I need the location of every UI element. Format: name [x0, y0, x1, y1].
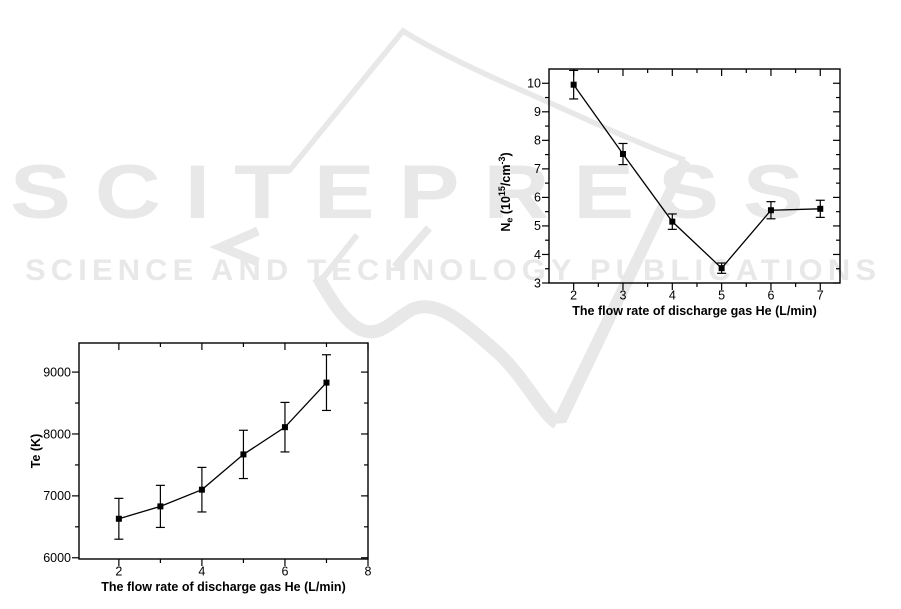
scitepress-watermark-tagline: SCIENCE AND TECHNOLOGY PUBLICATIONS: [25, 254, 882, 287]
electron-temperature-chart: 2 4 6 8 6000 7000 8000 9000 The flow rate of dis…: [20, 335, 420, 609]
y-tick-label: 8000: [43, 427, 71, 441]
error-bars: [569, 69, 825, 274]
x-tick-label: 5: [718, 289, 725, 303]
x-tick-label: 7: [817, 289, 824, 303]
data-point-marker: [115, 515, 122, 522]
data-point-marker: [817, 205, 824, 212]
y-tick-label: 9: [534, 105, 541, 119]
x-tick-label: 2: [570, 289, 577, 303]
x-tick-label: 4: [669, 289, 676, 303]
y-tick-label: 7: [534, 162, 541, 176]
y-tick-label: 8: [534, 134, 541, 148]
scitepress-watermark-text: SCITEPRESS: [10, 150, 828, 235]
data-point-marker: [281, 424, 288, 431]
data-point-marker: [157, 503, 164, 510]
data-point-marker: [240, 451, 247, 458]
axis-tick-labels: 2 4 6 8 6000 7000 8000 9000: [43, 365, 371, 578]
data-point-marker: [767, 207, 774, 214]
data-point-marker: [619, 151, 626, 158]
x-tick-label: 8: [365, 565, 372, 579]
data-point-marker: [570, 81, 577, 88]
y-tick-label: 6: [534, 191, 541, 205]
data-line: [573, 84, 821, 270]
x-tick-label: 6: [281, 565, 288, 579]
x-axis-label: The flow rate of discharge gas He (L/min…: [572, 304, 816, 318]
y-tick-label: 10: [527, 77, 541, 91]
x-tick-label: 6: [767, 289, 774, 303]
data-markers: [570, 81, 824, 272]
y-tick-label: 9000: [43, 365, 71, 379]
data-point-marker: [718, 265, 725, 272]
y-axis-label: Te (K): [29, 434, 43, 469]
plot-frame: [548, 68, 841, 284]
te-chart-plot: 2 4 6 8 6000 7000 8000 9000 The flow rate of dis…: [29, 342, 372, 594]
data-markers: [115, 379, 330, 522]
x-tick-label: 4: [198, 565, 205, 579]
plot-frame: [78, 342, 369, 560]
data-point-marker: [198, 486, 205, 493]
y-tick-label: 4: [534, 248, 541, 262]
y-tick-label: 7000: [43, 489, 71, 503]
logo-fold-shape: [551, 157, 690, 424]
error-bars: [114, 354, 331, 540]
data-line: [118, 382, 327, 520]
y-axis-label: Ne (1015/cm-3): [497, 152, 515, 231]
y-tick-label: 6000: [43, 551, 71, 565]
y-tick-label: 3: [534, 276, 541, 290]
x-tick-label: 2: [115, 565, 122, 579]
x-tick-label: 3: [620, 289, 627, 303]
logo-peak-shape: [209, 27, 686, 429]
data-point-marker: [669, 218, 676, 225]
electron-density-chart: 2 3 4 5 6 7 3 4 5 6 7 8 9 10 The flow rate of discharg…: [440, 30, 901, 345]
axis-ticks: [72, 343, 369, 566]
axis-tick-labels: 2 3 4 5 6 7 3 4 5 6 7 8 9 10: [527, 77, 824, 303]
y-tick-label: 5: [534, 219, 541, 233]
data-point-marker: [323, 379, 330, 386]
ne-chart-plot: 2 3 4 5 6 7 3 4 5 6 7 8 9 10 The flow rate of discharg…: [497, 68, 841, 318]
x-axis-label: The flow rate of discharge gas He (L/min…: [101, 580, 345, 594]
